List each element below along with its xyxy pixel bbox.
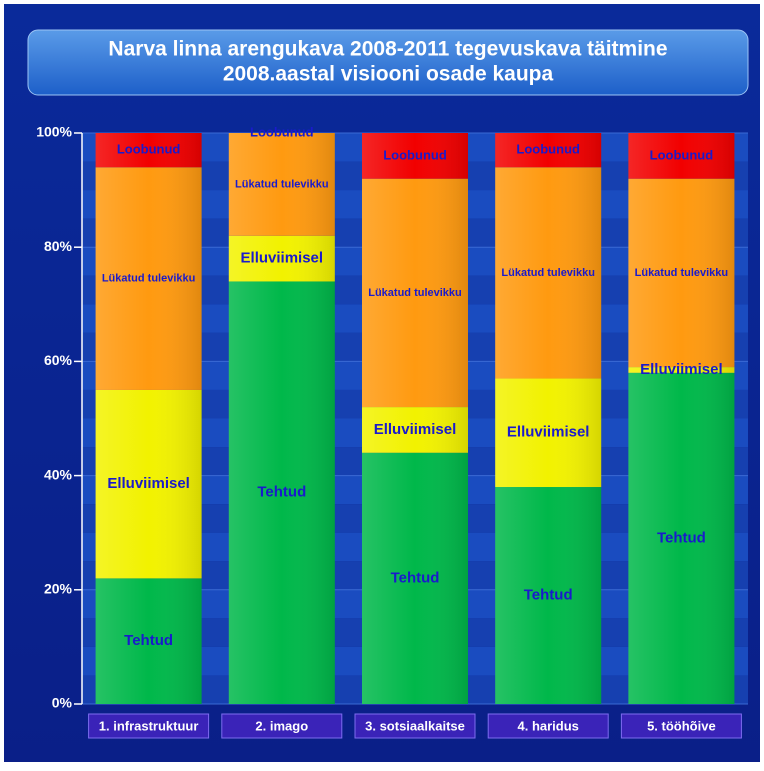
segment-label: Lükatud tulevikku	[235, 178, 329, 190]
segment-label: Lükatud tulevikku	[501, 267, 595, 279]
y-tick-label: 0%	[52, 695, 73, 711]
segment-label: Loobunud	[383, 147, 447, 162]
chart-title: Narva linna arengukava 2008-2011 tegevus…	[108, 38, 667, 61]
bar-shade	[495, 133, 602, 168]
bar-shade	[495, 487, 602, 704]
y-tick-label: 40%	[44, 466, 73, 482]
title-box	[27, 29, 749, 96]
y-tick-label: 60%	[44, 352, 73, 368]
category-box	[620, 713, 742, 739]
segment-label: Loobunud	[650, 147, 714, 162]
bar-shade	[95, 389, 202, 579]
bar-shade	[95, 167, 202, 390]
segment-label: Tehtud	[391, 569, 440, 586]
bar-shade	[362, 133, 468, 179]
bar-shade	[362, 407, 468, 453]
segment-label: Loobunud	[117, 142, 181, 157]
bar-shade	[628, 372, 735, 704]
segment-label: Loobunud	[250, 124, 314, 139]
segment-label: Elluviimisel	[107, 475, 190, 492]
bar-shade	[228, 133, 335, 236]
segment-label: Lükatud tulevikku	[102, 273, 196, 285]
bar-shade	[362, 452, 468, 704]
segment-label: Elluviimisel	[374, 421, 457, 438]
bar-shade	[95, 578, 202, 704]
bar-shade	[95, 133, 202, 168]
category-box	[487, 713, 609, 739]
y-tick-label: 20%	[44, 581, 73, 597]
x-tick-label: 1. infrastruktuur	[99, 718, 199, 733]
bar-shade	[628, 178, 735, 368]
y-tick-label: 80%	[44, 238, 73, 254]
segment-label: Elluviimisel	[507, 424, 590, 441]
bar-shade	[228, 235, 335, 282]
bar-shade	[495, 378, 602, 488]
segment-label: Lükatud tulevikku	[368, 287, 462, 299]
segment-label: Loobunud	[516, 142, 580, 157]
bar-shade	[628, 367, 735, 373]
segment-label: Tehtud	[124, 632, 173, 649]
bar-shade	[495, 167, 602, 379]
x-tick-label: 3. sotsiaalkaitse	[365, 718, 465, 733]
chart-title: 2008.aastal visiooni osade kaupa	[223, 63, 554, 86]
category-box	[88, 713, 210, 739]
category-box	[221, 713, 343, 739]
bar-shade	[628, 133, 735, 179]
bar-shade	[362, 178, 468, 408]
x-tick-label: 4. haridus	[517, 718, 578, 733]
x-tick-label: 5. tööhõive	[647, 718, 716, 733]
segment-label: Tehtud	[257, 484, 306, 501]
segment-label: Tehtud	[657, 529, 706, 546]
segment-label: Elluviimisel	[640, 361, 723, 378]
category-box	[354, 713, 476, 739]
bar-shade	[228, 281, 335, 704]
segment-label: Elluviimisel	[241, 250, 324, 267]
segment-label: Tehtud	[524, 586, 573, 603]
segment-label: Lükatud tulevikku	[635, 267, 729, 279]
x-tick-label: 2. imago	[255, 718, 308, 733]
y-tick-label: 100%	[36, 124, 72, 140]
